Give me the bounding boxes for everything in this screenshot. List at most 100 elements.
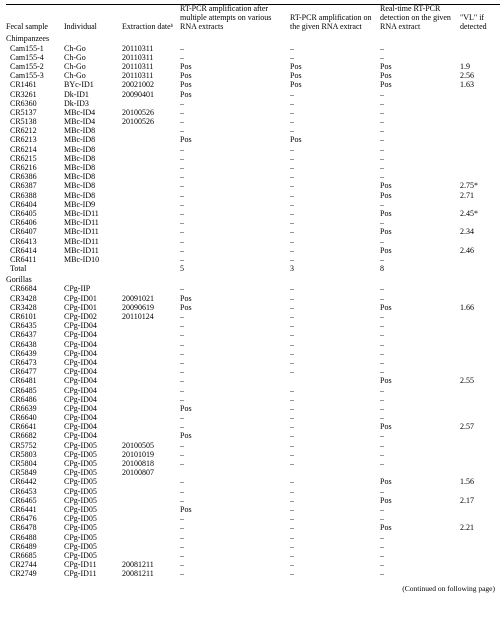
table-cell xyxy=(460,99,500,108)
table-cell: CR6414 xyxy=(6,246,64,255)
table-row: CR6216MBc-ID8––– xyxy=(6,163,500,172)
table-row: CR6685CPg-ID05––– xyxy=(6,551,500,560)
table-cell xyxy=(122,227,180,236)
table-row: CR6465CPg-ID05––Pos2.17 xyxy=(6,496,500,505)
table-row: CR6442CPg-ID05––Pos1.56 xyxy=(6,477,500,486)
table-cell xyxy=(122,533,180,542)
table-cell: – xyxy=(290,227,380,236)
table-cell: CR6453 xyxy=(6,487,64,496)
table-cell: – xyxy=(290,413,380,422)
table-cell xyxy=(460,330,500,339)
table-cell: – xyxy=(380,395,460,404)
table-cell: – xyxy=(290,523,380,532)
table-cell: CR5138 xyxy=(6,117,64,126)
table-cell: MBc-ID8 xyxy=(64,172,122,181)
table-cell: – xyxy=(380,312,460,321)
table-cell: – xyxy=(290,496,380,505)
table-cell: CR6437 xyxy=(6,330,64,339)
table-cell: CPg-ID05 xyxy=(64,441,122,450)
table-cell: – xyxy=(180,376,290,385)
table-cell xyxy=(122,191,180,200)
table-cell: – xyxy=(180,191,290,200)
table-cell: – xyxy=(290,200,380,209)
table-cell: CR5137 xyxy=(6,108,64,117)
table-row: CR6473CPg-ID04––– xyxy=(6,358,500,367)
table-cell xyxy=(460,441,500,450)
table-cell: CPg-ID11 xyxy=(64,560,122,569)
table-cell xyxy=(122,404,180,413)
table-cell: MBc-ID11 xyxy=(64,227,122,236)
table-cell: CPg-ID02 xyxy=(64,312,122,321)
table-cell: – xyxy=(180,487,290,496)
table-row: CR6435CPg-ID04––– xyxy=(6,321,500,330)
table-cell: – xyxy=(180,514,290,523)
table-cell: 20090619 xyxy=(122,303,180,312)
table-cell: MBc-ID8 xyxy=(64,135,122,144)
table-cell: 2.45* xyxy=(460,209,500,218)
table-row: Total538 xyxy=(6,264,500,273)
table-cell: – xyxy=(180,551,290,560)
table-cell: CR6441 xyxy=(6,505,64,514)
table-cell: – xyxy=(290,117,380,126)
table-cell: CPg-ID05 xyxy=(64,505,122,514)
table-cell: – xyxy=(380,218,460,227)
table-row: Cam155-3Ch-Go20110311PosPosPos2.56 xyxy=(6,71,500,80)
table-cell: CR5752 xyxy=(6,441,64,450)
table-cell: – xyxy=(290,44,380,53)
table-cell: MBc-ID11 xyxy=(64,209,122,218)
table-cell: 2.71 xyxy=(460,191,500,200)
table-cell: – xyxy=(380,487,460,496)
table-cell: – xyxy=(380,154,460,163)
table-cell: – xyxy=(290,303,380,312)
table-row: CR6404MBc-ID9––– xyxy=(6,200,500,209)
table-cell: CR6212 xyxy=(6,126,64,135)
table-cell: – xyxy=(380,294,460,303)
table-cell: Pos xyxy=(380,209,460,218)
table-cell xyxy=(122,154,180,163)
table-cell: 2.75* xyxy=(460,181,500,190)
table-cell xyxy=(122,386,180,395)
table-cell: CR6435 xyxy=(6,321,64,330)
table-cell: CPg-ID05 xyxy=(64,450,122,459)
table-cell: – xyxy=(380,108,460,117)
table-row: CR6489CPg-ID05––– xyxy=(6,542,500,551)
table-cell: CPg-ID04 xyxy=(64,321,122,330)
table-cell: CR6477 xyxy=(6,367,64,376)
table-cell: CR6489 xyxy=(6,542,64,551)
table-cell: – xyxy=(180,99,290,108)
table-cell: – xyxy=(290,246,380,255)
table-cell: – xyxy=(180,321,290,330)
table-cell: Pos xyxy=(290,80,380,89)
table-cell: – xyxy=(380,514,460,523)
table-cell: – xyxy=(290,422,380,431)
table-cell: CR6213 xyxy=(6,135,64,144)
table-cell: – xyxy=(290,533,380,542)
table-row: CR6213MBc-ID8PosPos– xyxy=(6,135,500,144)
table-cell: – xyxy=(180,569,290,578)
table-cell: – xyxy=(290,284,380,293)
table-cell xyxy=(460,255,500,264)
table-row: CR2744CPg-ID1120081211––– xyxy=(6,560,500,569)
table-cell: – xyxy=(290,90,380,99)
table-cell: – xyxy=(380,145,460,154)
table-cell xyxy=(460,108,500,117)
table-cell: – xyxy=(180,227,290,236)
table-cell: – xyxy=(380,135,460,144)
table-cell: Pos xyxy=(290,71,380,80)
table-cell: – xyxy=(380,163,460,172)
table-cell: Pos xyxy=(180,431,290,440)
table-cell xyxy=(122,340,180,349)
table-cell: – xyxy=(380,569,460,578)
table-cell: – xyxy=(290,191,380,200)
table-cell: CPg-ID05 xyxy=(64,477,122,486)
table-row: Cam155-4Ch-Go20110311––– xyxy=(6,53,500,62)
table-cell: – xyxy=(290,404,380,413)
table-cell xyxy=(122,172,180,181)
table-cell: CR6404 xyxy=(6,200,64,209)
table-cell: – xyxy=(180,44,290,53)
table-cell xyxy=(460,44,500,53)
table-cell: 1.63 xyxy=(460,80,500,89)
table-cell: – xyxy=(380,200,460,209)
table-cell xyxy=(122,237,180,246)
table-cell: – xyxy=(180,312,290,321)
